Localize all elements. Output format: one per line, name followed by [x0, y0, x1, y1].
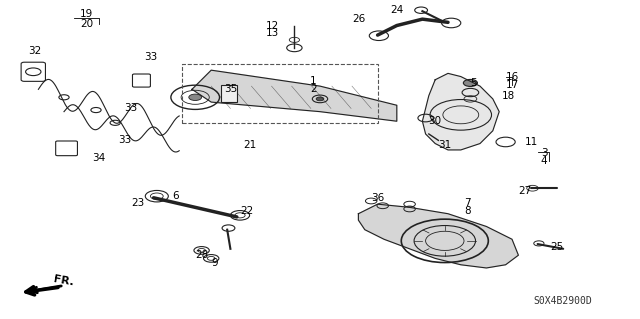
Text: 12: 12 — [266, 20, 278, 31]
Text: 25: 25 — [550, 242, 563, 252]
FancyBboxPatch shape — [21, 62, 45, 81]
Text: 28: 28 — [195, 250, 208, 260]
Text: 36: 36 — [371, 193, 384, 203]
Text: 32: 32 — [29, 46, 42, 56]
Text: 7: 7 — [464, 197, 470, 208]
Text: 23: 23 — [131, 197, 144, 208]
Bar — [221, 85, 237, 102]
Text: 20: 20 — [80, 19, 93, 29]
Bar — [182, 64, 378, 123]
Text: 18: 18 — [502, 91, 515, 101]
Text: 19: 19 — [80, 9, 93, 19]
Circle shape — [463, 79, 477, 86]
Text: 3: 3 — [541, 148, 547, 158]
Text: 17: 17 — [506, 79, 518, 90]
FancyBboxPatch shape — [132, 74, 150, 87]
Text: 13: 13 — [266, 28, 278, 39]
Text: 8: 8 — [464, 205, 470, 216]
Text: 34: 34 — [93, 153, 106, 163]
Text: S0X4B2900D: S0X4B2900D — [534, 296, 593, 306]
Text: 2: 2 — [310, 84, 317, 94]
Text: 1: 1 — [310, 76, 317, 86]
Text: 9: 9 — [211, 258, 218, 268]
Polygon shape — [358, 204, 518, 268]
Text: 22: 22 — [240, 205, 253, 216]
Text: 16: 16 — [506, 71, 518, 82]
Text: 24: 24 — [390, 4, 403, 15]
Text: 33: 33 — [125, 103, 138, 114]
Text: 31: 31 — [438, 140, 451, 150]
Text: FR.: FR. — [52, 274, 74, 288]
Text: 27: 27 — [518, 186, 531, 197]
Text: 4: 4 — [541, 156, 547, 166]
Polygon shape — [192, 70, 397, 121]
Circle shape — [189, 94, 202, 100]
Polygon shape — [422, 73, 499, 150]
Text: 21: 21 — [243, 140, 256, 150]
Text: 30: 30 — [429, 116, 442, 126]
Text: 33: 33 — [144, 52, 157, 63]
Text: 6: 6 — [173, 191, 179, 201]
FancyBboxPatch shape — [56, 141, 77, 156]
Text: 26: 26 — [352, 14, 365, 24]
Text: 5: 5 — [470, 78, 477, 88]
Text: 35: 35 — [224, 84, 237, 94]
Text: 33: 33 — [118, 135, 131, 145]
Text: 11: 11 — [525, 137, 538, 147]
Circle shape — [316, 97, 324, 101]
